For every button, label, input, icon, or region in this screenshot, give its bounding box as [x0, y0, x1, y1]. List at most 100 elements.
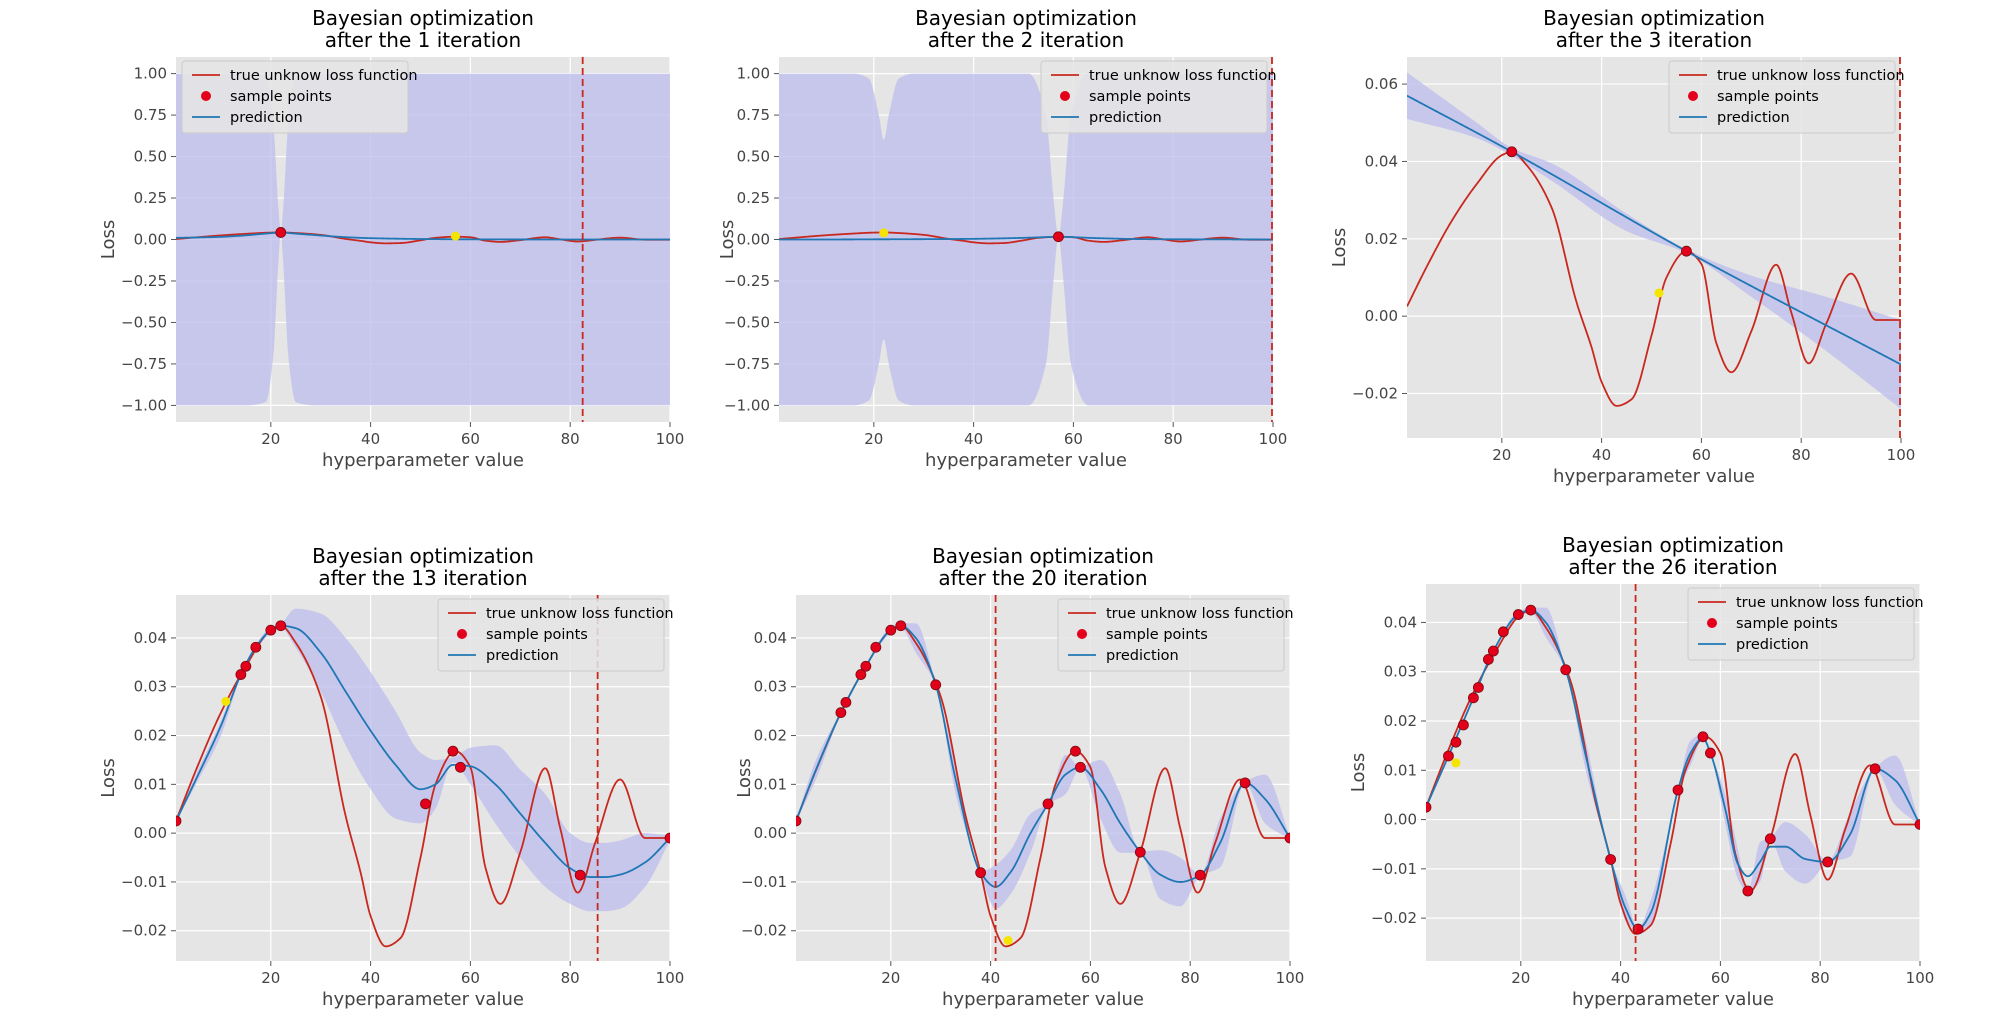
next-point-marker: [1654, 288, 1664, 298]
x-tick-label: 100: [656, 969, 685, 987]
x-tick-label: 40: [964, 430, 983, 448]
sample-point: [930, 679, 942, 691]
x-tick-label: 100: [1276, 969, 1305, 987]
prediction-line: [176, 231, 670, 241]
sample-point: [1672, 784, 1684, 796]
y-tick-label: −0.01: [1371, 860, 1417, 878]
legend: true unknow loss function sample points pr…: [1687, 587, 1924, 661]
y-tick-label: −0.02: [1371, 909, 1417, 927]
legend: true unknow loss function sample points pr…: [1040, 60, 1277, 134]
x-tick-label: 60: [1711, 969, 1730, 987]
sample-point: [1239, 777, 1251, 789]
legend-entry: sample points: [1089, 89, 1191, 105]
next-point-marker: [1451, 758, 1461, 768]
confidence-band: [1426, 607, 1920, 930]
y-tick-label: 0.75: [737, 106, 770, 124]
y-tick-label: 0.25: [134, 189, 167, 207]
x-axis-label: hyperparameter value: [322, 450, 524, 471]
sample-point: [1458, 719, 1469, 731]
y-tick-label: −0.02: [121, 922, 167, 940]
legend: true unknow loss function sample points pr…: [181, 60, 418, 134]
chart-title-line: after the 1 iteration: [325, 28, 521, 52]
legend-box: [1687, 587, 1915, 661]
legend-box: [437, 598, 665, 672]
legend-swatch-samples: [201, 91, 211, 101]
x-tick-label: 20: [864, 430, 883, 448]
confidence-band: [1407, 72, 1901, 409]
x-tick-label: 100: [1906, 969, 1935, 987]
legend-box: [1040, 60, 1268, 134]
chart-title-line: after the 26 iteration: [1568, 555, 1777, 579]
sample-point: [1482, 654, 1494, 665]
y-tick-label: −0.75: [724, 355, 770, 373]
legend-entry: sample points: [230, 89, 332, 105]
sample-point: [1506, 146, 1518, 158]
sample-point: [1042, 798, 1054, 810]
y-tick-label: 0.01: [1384, 761, 1417, 779]
true-loss-line: [779, 231, 1273, 245]
legend-entry: true unknow loss function: [1106, 606, 1294, 622]
x-tick-label: 40: [1611, 969, 1630, 987]
y-tick-label: 1.00: [134, 65, 167, 83]
sample-point: [1134, 846, 1146, 858]
sample-point: [1869, 763, 1881, 775]
y-tick-label: 0.03: [1384, 663, 1417, 681]
y-tick-label: 0.75: [134, 106, 167, 124]
x-tick-label: 40: [1592, 446, 1611, 464]
sample-point: [574, 869, 586, 881]
x-tick-label: 40: [361, 430, 380, 448]
legend-swatch-samples: [1707, 618, 1717, 628]
y-tick-label: 1.00: [737, 65, 770, 83]
sample-point: [275, 227, 287, 238]
y-tick-label: −0.02: [1352, 385, 1398, 403]
y-tick-label: 0.04: [1384, 613, 1417, 631]
sample-point: [1512, 609, 1524, 620]
x-tick-label: 20: [1511, 969, 1530, 987]
sample-point: [860, 660, 872, 672]
sample-point: [835, 707, 847, 719]
chart-title-line: after the 2 iteration: [928, 28, 1124, 52]
y-tick-label: 0.02: [754, 727, 787, 745]
x-axis-label: hyperparameter value: [1572, 989, 1774, 1009]
sample-point: [1697, 731, 1709, 743]
sample-point: [275, 620, 287, 632]
legend-entry: prediction: [1736, 637, 1809, 653]
chart-title-line: Bayesian optimization: [312, 544, 534, 568]
y-tick-label: −1.00: [121, 396, 167, 414]
sample-point: [1487, 645, 1499, 657]
legend-entry: prediction: [230, 110, 303, 126]
x-tick-label: 20: [261, 969, 280, 987]
y-tick-label: −0.25: [121, 272, 167, 290]
y-tick-label: −0.01: [121, 873, 167, 891]
x-tick-label: 20: [881, 969, 900, 987]
sample-point: [250, 641, 262, 653]
subplot-5: 20 40 60 80 100 −0.02 −0.01 0.00 0.01 0.02 0.03 0.0…: [734, 544, 1304, 1009]
x-tick-label: 80: [561, 969, 580, 987]
y-axis-label: Loss: [98, 220, 119, 259]
x-axis-label: hyperparameter value: [322, 989, 524, 1009]
sample-point: [1443, 750, 1454, 762]
x-axis-label: hyperparameter value: [925, 450, 1127, 471]
x-tick-label: 60: [1064, 430, 1083, 448]
plot-content: [1426, 604, 1920, 935]
x-axis-label: hyperparameter value: [942, 989, 1144, 1009]
legend-entry: sample points: [1106, 627, 1208, 643]
sample-point: [1705, 747, 1716, 759]
next-point-marker: [221, 696, 231, 706]
x-axis-label: hyperparameter value: [1553, 466, 1755, 487]
sample-point: [1681, 245, 1692, 257]
y-tick-label: −0.50: [121, 313, 167, 331]
sample-point: [796, 815, 802, 827]
legend-entry: true unknow loss function: [1089, 68, 1277, 84]
y-tick-label: 0.02: [1365, 230, 1398, 248]
legend: true unknow loss function sample points pr…: [1057, 598, 1294, 672]
sample-point: [1070, 745, 1081, 757]
sample-point: [176, 815, 182, 827]
y-tick-label: 0.25: [737, 189, 770, 207]
y-tick-label: 0.00: [754, 824, 787, 842]
y-tick-label: −0.75: [121, 355, 167, 373]
legend-box: [1668, 60, 1896, 134]
y-tick-label: 0.03: [134, 678, 167, 696]
legend-swatch-samples: [1060, 91, 1070, 101]
sample-point: [1450, 736, 1462, 748]
